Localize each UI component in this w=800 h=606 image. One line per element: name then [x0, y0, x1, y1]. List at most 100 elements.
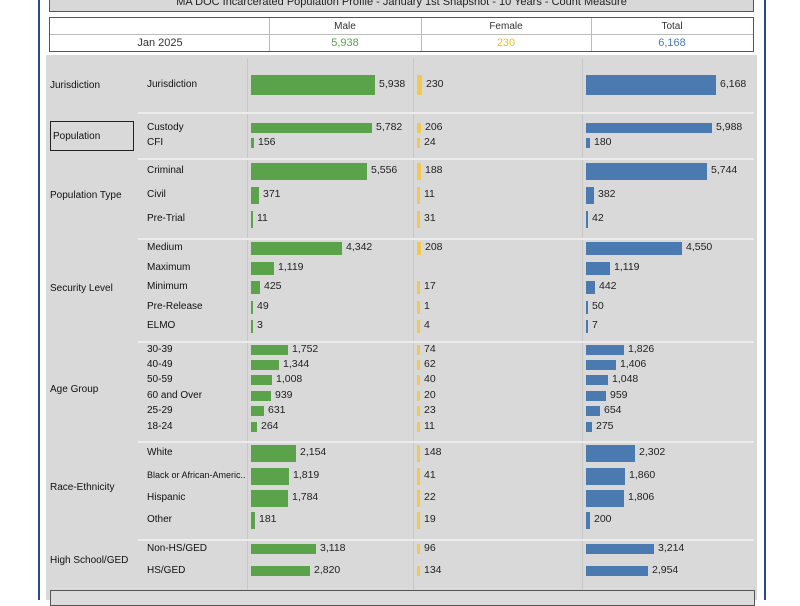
summary-header: Jan 2025 Male Female Total 5,938 230 6,1…	[49, 17, 754, 52]
period-label: Jan 2025	[137, 37, 183, 49]
female-value-label: 17	[424, 280, 436, 292]
total-value-label: 50	[592, 300, 604, 312]
section-separator	[138, 238, 754, 240]
total-header: Total	[661, 21, 683, 32]
male-value-label: 4,342	[346, 241, 373, 253]
male-value-label: 5,782	[376, 121, 403, 133]
female-value-label: 19	[424, 513, 436, 525]
male-bar	[251, 186, 259, 204]
total-bar	[586, 444, 635, 462]
group-label: Jurisdiction	[50, 80, 101, 91]
female-bar	[417, 422, 420, 432]
category-label: Minimum	[147, 281, 188, 292]
female-value-label: 230	[426, 78, 444, 90]
female-value-label: 206	[425, 121, 443, 133]
total-value-label: 1,860	[629, 469, 656, 481]
column-separator-male	[247, 58, 248, 598]
male-bar	[251, 489, 288, 507]
male-value-label: 1,752	[292, 343, 319, 355]
total-value-label: 1,826	[628, 343, 655, 355]
female-value-label: 4	[424, 319, 430, 331]
total-value-label: 42	[592, 212, 604, 224]
category-label: Other	[147, 514, 173, 525]
female-bar	[417, 566, 420, 576]
male-bar	[251, 261, 274, 275]
female-bar	[417, 375, 420, 385]
category-label: Criminal	[147, 165, 184, 176]
total-value-label: 2,954	[652, 564, 679, 576]
footer-panel	[50, 590, 755, 606]
male-bar	[251, 75, 375, 95]
total-value-label: 1,048	[612, 373, 639, 385]
total-bar	[586, 345, 624, 355]
total-bar	[586, 162, 707, 180]
header-col-divider	[421, 18, 422, 51]
total-bar	[586, 566, 648, 576]
category-label: 30-39	[147, 344, 173, 355]
male-value-label: 49	[257, 300, 269, 312]
category-label: CFI	[147, 137, 164, 148]
male-value-label: 1,119	[278, 261, 304, 273]
total-bar	[586, 544, 654, 554]
male-bar	[251, 391, 271, 401]
category-label: 60 and Over	[147, 390, 203, 401]
total-bar	[586, 75, 716, 95]
section-separator	[138, 158, 754, 160]
male-value-label: 1,819	[293, 469, 320, 481]
total-bar	[586, 210, 588, 228]
total-value-label: 275	[596, 420, 614, 432]
male-bar	[251, 319, 253, 333]
group-label: Age Group	[50, 384, 99, 395]
total-bar	[586, 138, 590, 148]
total-bar	[586, 511, 590, 529]
group-label: High School/GED	[50, 555, 129, 566]
male-value-label: 5,938	[379, 78, 406, 90]
male-bar	[251, 422, 257, 432]
category-label: Non-HS/GED	[147, 543, 208, 554]
female-value-label: 40	[424, 373, 436, 385]
total-bar	[586, 489, 624, 507]
total-value-label: 200	[594, 513, 612, 525]
female-bar	[417, 138, 420, 148]
female-bar	[417, 319, 420, 333]
group-label: Population	[50, 121, 134, 151]
female-value-label: 41	[424, 469, 436, 481]
column-separator-total	[582, 58, 583, 598]
female-value-label: 134	[424, 564, 442, 576]
group-label: Race-Ethnicity	[50, 482, 115, 493]
total-bar	[586, 300, 588, 314]
male-bar	[251, 280, 260, 294]
header-col-divider	[591, 18, 592, 51]
male-value-label: 2,820	[314, 564, 341, 576]
total-value-label: 5,988	[716, 121, 743, 133]
total-bar	[586, 319, 588, 333]
total-value-label: 1,119	[614, 261, 640, 273]
male-bar	[251, 467, 289, 485]
header-col-divider	[269, 18, 270, 51]
female-bar	[417, 391, 420, 401]
male-value-label: 2,154	[300, 446, 327, 458]
female-bar	[417, 75, 422, 95]
total-value-label: 959	[610, 389, 628, 401]
category-label: HS/GED	[147, 565, 186, 576]
header-divider	[50, 34, 753, 35]
total-bar	[586, 186, 594, 204]
category-label: White	[147, 447, 173, 458]
female-value-label: 1	[424, 300, 430, 312]
male-bar	[251, 406, 264, 416]
female-value-label: 96	[424, 542, 436, 554]
total-bar	[586, 422, 592, 432]
male-bar	[251, 162, 367, 180]
category-label: 40-49	[147, 359, 173, 370]
section-separator	[138, 341, 754, 343]
category-label: Maximum	[147, 262, 191, 273]
female-bar	[417, 544, 420, 554]
chart-body	[46, 55, 757, 600]
total-value-label: 7	[592, 319, 598, 331]
total-value-label: 180	[594, 136, 612, 148]
category-label: Medium	[147, 242, 183, 253]
male-value-label: 425	[264, 280, 282, 292]
total-value-label: 382	[598, 188, 616, 200]
total-value-label: 2,302	[639, 446, 666, 458]
section-separator	[138, 112, 754, 114]
